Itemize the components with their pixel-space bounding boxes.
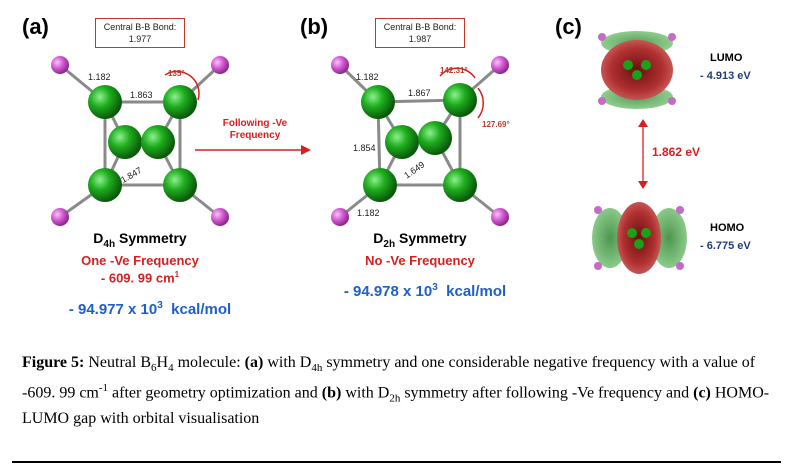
- caption-c-label: (c): [693, 384, 711, 402]
- a-bh-length: 1.182: [88, 72, 111, 82]
- b-angle-1: 142.31°: [440, 66, 468, 75]
- caption-text-8: symmetry after following -Ve frequency a…: [400, 384, 694, 402]
- caption-a-label: (a): [244, 354, 264, 371]
- caption-text-6: after geometry optimization and: [108, 384, 322, 402]
- bond-box-b-title: Central B-B Bond:: [383, 22, 457, 32]
- figure-caption: Figure 5: Neutral B6H4 molecule: (a) wit…: [22, 353, 772, 429]
- bottom-rule: [12, 461, 781, 463]
- arrow-label-line2: Frequency: [229, 130, 281, 141]
- gap-value: 1.862 eV: [652, 145, 701, 159]
- molecule-a-structure: [51, 56, 229, 226]
- caption-text-3: molecule:: [173, 354, 245, 371]
- a-symmetry-main: D: [93, 230, 104, 246]
- caption-text-5: symmetry and one considerable negative f…: [22, 354, 756, 402]
- a-energy-sup: 3: [157, 300, 163, 311]
- bond-box-b: Central B-B Bond: 1.987: [375, 18, 465, 48]
- bond-box-a-value: 1.977: [128, 34, 152, 44]
- homo-orbital-image: [592, 202, 687, 274]
- b-side-length: 1.854: [353, 143, 376, 153]
- b-energy-main: - 94.978 x 10: [343, 283, 433, 300]
- caption-b-label: (b): [321, 384, 342, 402]
- lumo-orbital-image: [598, 31, 676, 109]
- molecule-b-structure: [331, 56, 509, 226]
- panel-c-label: (c): [555, 14, 582, 39]
- arrow-label: Following -Ve Frequency: [200, 118, 310, 142]
- caption-text-2: H: [156, 354, 169, 371]
- a-energy: - 94.977 x 103 kcal/mol: [40, 300, 260, 318]
- b-freq-line1: No -Ve Frequency: [365, 253, 475, 268]
- a-freq-line1: One -Ve Frequency: [81, 253, 199, 268]
- b-energy-sup: 3: [432, 282, 438, 293]
- a-energy-unit: kcal/mol: [162, 301, 232, 318]
- bond-box-b-value: 1.987: [408, 34, 432, 44]
- b-bh-top-length: 1.182: [356, 72, 379, 82]
- caption-sub-4: 2h: [389, 392, 401, 405]
- caption-text-9: HOMO-LUMO gap with orbital visualisation: [22, 384, 770, 427]
- caption-figure-label: Figure 5:: [22, 354, 85, 371]
- a-freq-sup: 1: [174, 270, 180, 279]
- a-freq-line2: - 609. 99 cm1: [60, 270, 220, 285]
- homo-title: HOMO: [710, 222, 745, 234]
- a-angle: 135°: [168, 69, 185, 78]
- b-symmetry-sub: 2h: [383, 238, 396, 250]
- a-energy-main: - 94.977 x 10: [68, 301, 158, 318]
- caption-sub-2: 4: [168, 362, 174, 375]
- b-top-length: 1.867: [408, 88, 431, 98]
- a-freq-value: - 609. 99 cm: [100, 270, 175, 286]
- a-symmetry: D4h Symmetry: [70, 230, 210, 250]
- a-symmetry-sub: 4h: [103, 238, 116, 250]
- b-symmetry-main: D: [373, 230, 384, 246]
- a-symmetry-rest: Symmetry: [115, 230, 187, 246]
- b-symmetry: D2h Symmetry: [350, 230, 490, 250]
- b-angle-2: 127.69°: [482, 120, 510, 129]
- b-energy-unit: kcal/mol: [437, 283, 507, 300]
- caption-text-7: with D: [341, 384, 390, 402]
- caption-text-4: with D: [263, 354, 312, 371]
- panel-b-label: (b): [300, 14, 329, 39]
- b-symmetry-rest: Symmetry: [395, 230, 467, 246]
- a-top-length: 1.863: [130, 90, 153, 100]
- b-energy: - 94.978 x 103 kcal/mol: [315, 282, 535, 300]
- caption-text-1: Neutral B: [84, 354, 152, 371]
- panel-a-label: (a): [22, 14, 49, 39]
- caption-sup-1: -1: [98, 382, 109, 395]
- gap-double-arrow: [638, 119, 648, 189]
- caption-sub-3: 4h: [311, 362, 323, 375]
- following-frequency-arrow: [195, 145, 311, 155]
- lumo-title: LUMO: [710, 52, 743, 64]
- bond-box-a: Central B-B Bond: 1.977: [95, 18, 185, 48]
- arrow-label-line1: Following -Ve: [222, 118, 288, 129]
- homo-value: - 6.775 eV: [700, 240, 751, 252]
- b-bh-bottom-length: 1.182: [357, 208, 380, 218]
- caption-sub-1: 6: [151, 362, 157, 375]
- lumo-value: - 4.913 eV: [700, 70, 751, 82]
- bond-box-a-title: Central B-B Bond:: [103, 22, 177, 32]
